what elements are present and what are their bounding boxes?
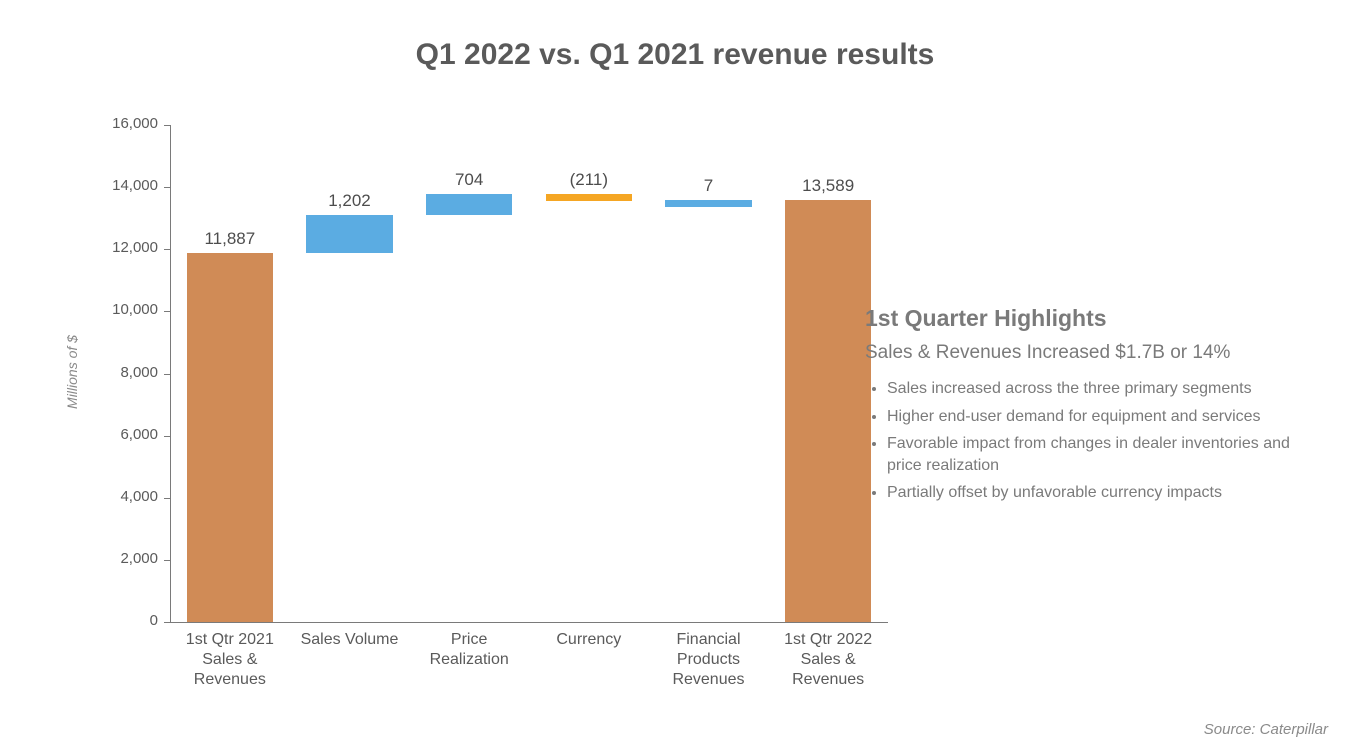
highlights-list-item: Sales increased across the three primary…	[887, 378, 1320, 400]
category-label: Sales Volume	[292, 630, 408, 650]
y-tick-label: 14,000	[55, 177, 158, 194]
y-tick-label: 8,000	[55, 364, 158, 381]
waterfall-bar	[306, 215, 392, 252]
y-tick-label: 4,000	[55, 488, 158, 505]
y-tick-line	[164, 249, 170, 250]
bar-value-label: (211)	[529, 170, 649, 190]
highlights-heading: 1st Quarter Highlights	[865, 305, 1320, 332]
waterfall-bar	[426, 194, 512, 216]
y-tick-line	[164, 374, 170, 375]
category-label: Currency	[531, 630, 647, 650]
y-tick-line	[164, 311, 170, 312]
source-attribution: Source: Caterpillar	[1204, 721, 1328, 738]
y-tick-label: 10,000	[55, 301, 158, 318]
bar-value-label: 1,202	[290, 191, 410, 211]
y-tick-label: 16,000	[55, 115, 158, 132]
highlights-list-item: Favorable impact from changes in dealer …	[887, 433, 1320, 476]
highlights-panel: 1st Quarter Highlights Sales & Revenues …	[865, 305, 1320, 510]
category-label: Financial Products Revenues	[651, 630, 767, 690]
plot-area: 11,8871,202704(211)713,589	[170, 125, 888, 622]
category-label: Price Realization	[411, 630, 527, 670]
category-label: 1st Qtr 2021 Sales & Revenues	[172, 630, 288, 690]
waterfall-bar	[546, 194, 632, 201]
bar-value-label: 11,887	[170, 229, 290, 249]
waterfall-chart: Millions of $ 11,8871,202704(211)713,589…	[55, 125, 888, 712]
y-axis-line	[170, 125, 171, 622]
x-axis-line	[170, 622, 888, 623]
bar-value-label: 13,589	[768, 176, 888, 196]
highlights-list-item: Partially offset by unfavorable currency…	[887, 482, 1320, 504]
waterfall-bar	[187, 253, 273, 622]
y-tick-line	[164, 622, 170, 623]
y-tick-line	[164, 436, 170, 437]
y-tick-line	[164, 560, 170, 561]
y-tick-label: 0	[55, 612, 158, 629]
waterfall-bar	[785, 200, 871, 622]
waterfall-bar	[665, 200, 751, 207]
y-tick-line	[164, 187, 170, 188]
highlights-list-item: Higher end-user demand for equipment and…	[887, 406, 1320, 428]
bar-value-label: 7	[649, 176, 769, 196]
y-tick-label: 12,000	[55, 239, 158, 256]
y-tick-label: 2,000	[55, 550, 158, 567]
y-tick-label: 6,000	[55, 426, 158, 443]
bar-value-label: 704	[409, 170, 529, 190]
y-tick-line	[164, 498, 170, 499]
category-label: 1st Qtr 2022 Sales & Revenues	[770, 630, 886, 690]
y-tick-line	[164, 125, 170, 126]
highlights-list: Sales increased across the three primary…	[887, 378, 1320, 504]
page: Q1 2022 vs. Q1 2021 revenue results Mill…	[0, 0, 1350, 752]
chart-title: Q1 2022 vs. Q1 2021 revenue results	[0, 38, 1350, 72]
highlights-subheading: Sales & Revenues Increased $1.7B or 14%	[865, 342, 1320, 364]
